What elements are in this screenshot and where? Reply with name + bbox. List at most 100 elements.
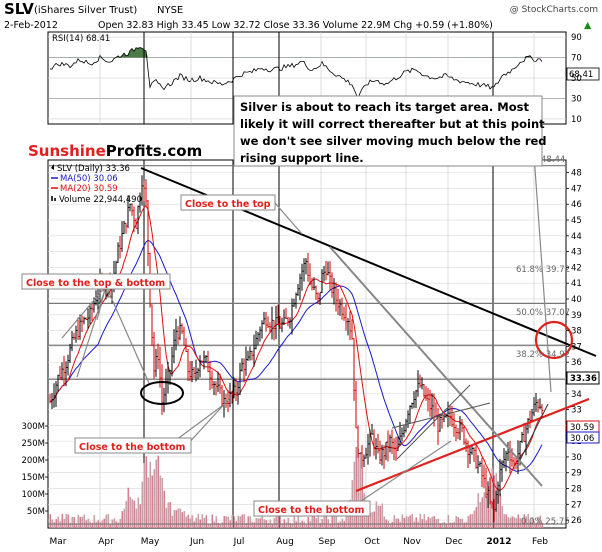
note-line-3: we don't see silver moving much below th… xyxy=(240,134,547,148)
volume-bar xyxy=(515,518,518,528)
volume-bar xyxy=(65,513,68,528)
volume-bar xyxy=(491,468,494,528)
volume-bar xyxy=(147,477,150,528)
volume-bar xyxy=(221,522,224,528)
callout-top-box xyxy=(180,194,276,211)
volume-bar xyxy=(243,514,246,528)
volume-bar xyxy=(71,516,74,528)
rsi-tick-label: 10 xyxy=(571,115,582,125)
volume-bar xyxy=(505,514,508,528)
volume-bar xyxy=(195,517,198,528)
month-label: May xyxy=(141,537,160,547)
volume-bar xyxy=(353,461,356,528)
volume-bar xyxy=(289,522,292,528)
volume-legend-icon-2 xyxy=(54,198,56,201)
callout-tb-box xyxy=(21,273,171,290)
rsi-last-box xyxy=(566,67,600,81)
volume-tick-label: 300M xyxy=(21,422,45,432)
price-tick-label: 42 xyxy=(571,263,582,273)
callout-close-to-bottom-1: Close to the bottom xyxy=(74,437,192,454)
volume-bar xyxy=(295,521,298,528)
volume-bar xyxy=(61,513,64,528)
volume-bar xyxy=(413,521,416,528)
volume-bar xyxy=(159,475,162,528)
volume-bar xyxy=(157,455,160,528)
volume-bar xyxy=(99,521,102,528)
volume-bar xyxy=(469,514,472,528)
legend-ma50: MA(50) 30.06 xyxy=(60,174,118,184)
volume-bar xyxy=(315,518,318,528)
volume-bar xyxy=(183,511,186,528)
volume-bar xyxy=(167,502,170,528)
pointer-bottom-1a xyxy=(175,405,223,441)
volume-bar xyxy=(375,501,378,528)
volume-bar xyxy=(453,521,456,528)
volume-bar xyxy=(109,523,112,528)
volume-bar xyxy=(395,518,398,528)
note-line-2: likely it will correct thereafter but at… xyxy=(240,117,545,131)
slv-legend-icon xyxy=(51,164,54,170)
volume-tick-label: 150M xyxy=(21,473,45,483)
volume-legend-icon xyxy=(51,196,53,201)
volume-bar xyxy=(501,506,504,528)
volume-bar xyxy=(299,522,302,528)
rsi-tick-label: 90 xyxy=(571,33,582,43)
volume-bar xyxy=(513,517,516,528)
volume-bar xyxy=(57,516,60,528)
volume-bar xyxy=(393,515,396,528)
volume-bar xyxy=(331,515,334,528)
volume-bar xyxy=(359,453,362,528)
pointer-top xyxy=(274,202,303,235)
month-label: Nov xyxy=(403,537,421,547)
volume-bar xyxy=(291,523,294,528)
volume-bar xyxy=(255,517,258,528)
callout-close-to-bottom-2: Close to the bottom xyxy=(253,500,371,517)
legend-slv: SLV (Daily) 33.36 xyxy=(57,164,130,174)
volume-bar xyxy=(397,518,400,528)
volume-bar xyxy=(173,510,176,528)
volume-bar xyxy=(141,481,144,528)
volume-bar xyxy=(139,504,142,528)
month-label: Dec xyxy=(445,537,462,547)
price-tick-label: 39 xyxy=(571,311,582,321)
volume-bar xyxy=(53,522,56,528)
volume-bar xyxy=(383,516,386,528)
volume-bar xyxy=(169,502,172,528)
pointer-tb-4 xyxy=(105,285,150,384)
price-tick-label: 36 xyxy=(571,358,582,368)
volume-bar xyxy=(457,517,460,528)
price-tick-label: 38 xyxy=(571,327,582,337)
volume-bar xyxy=(49,514,52,528)
volume-bar xyxy=(151,475,154,528)
thin-rise-line xyxy=(519,403,549,461)
volume-bar xyxy=(297,514,300,528)
volume-bar xyxy=(163,490,166,528)
rsi-axis-ticks: 90 70 50 30 10 xyxy=(571,33,582,125)
volume-bar xyxy=(541,522,544,528)
volume-bar xyxy=(391,522,394,528)
volume-bar xyxy=(409,515,412,528)
volume-bar xyxy=(443,522,446,528)
volume-bar xyxy=(451,522,454,528)
volume-bar xyxy=(431,516,434,528)
rsi-tick-label: 70 xyxy=(571,54,582,64)
rsi-last-label: 68.41 xyxy=(569,70,593,80)
bottom-highlight-ellipse xyxy=(140,381,184,405)
volume-bar xyxy=(103,518,106,528)
volume-bar xyxy=(251,521,254,528)
brand-part2: Profits.com xyxy=(106,142,202,160)
pointer-bottom-1b xyxy=(185,397,231,447)
legend-volume: Volume 22,944,490 xyxy=(59,195,142,205)
month-label: Apr xyxy=(98,537,114,547)
volume-bar xyxy=(181,512,184,528)
month-label: Oct xyxy=(364,537,380,547)
volume-bar xyxy=(403,517,406,528)
volume-bar xyxy=(417,521,420,528)
volume-bar xyxy=(401,514,404,528)
volume-bar xyxy=(279,515,282,528)
volume-bar xyxy=(161,477,164,528)
volume-bar xyxy=(127,487,130,528)
month-label: 2012 xyxy=(486,537,511,547)
volume-bar xyxy=(281,523,284,528)
volume-bar xyxy=(153,469,156,528)
